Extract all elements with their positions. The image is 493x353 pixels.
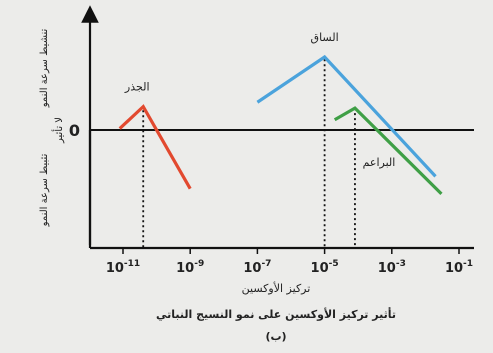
series-line [118, 104, 192, 190]
x-tick-label: 10-1 [445, 259, 473, 276]
x-tick-label: 10-3 [378, 259, 406, 276]
x-ticks: 10-11 10-9 10-7 10-5 10-3 10-1 [106, 248, 473, 276]
series-label: البراعم [363, 156, 396, 169]
x-tick-label: 10-11 [106, 259, 140, 276]
x-tick-label: 10-9 [176, 259, 204, 276]
series-labels: الجذر الساق البراعم [124, 31, 395, 169]
x-tick-label: 10-5 [311, 259, 339, 276]
optimum-guides [142, 59, 356, 248]
series-line [333, 106, 443, 195]
no-effect-label: لا تأثير [51, 117, 65, 144]
sub-caption: (ب) [265, 330, 286, 343]
y-down-label: تثبيط سرعة النمو [39, 153, 50, 227]
series-label: الساق [311, 31, 339, 44]
x-axis-label: تركيز الأوكسين [242, 281, 311, 295]
series-label: الجذر [124, 81, 150, 94]
x-tick-label: 10-7 [243, 259, 271, 276]
zero-label: 0 [69, 121, 80, 140]
series-line [256, 54, 437, 178]
series-lines [118, 54, 443, 195]
y-up-label: تنشيط سرعة النمو [39, 28, 50, 108]
caption: تأثير تركيز الأوكسين على نمو النسيج النب… [156, 307, 396, 321]
